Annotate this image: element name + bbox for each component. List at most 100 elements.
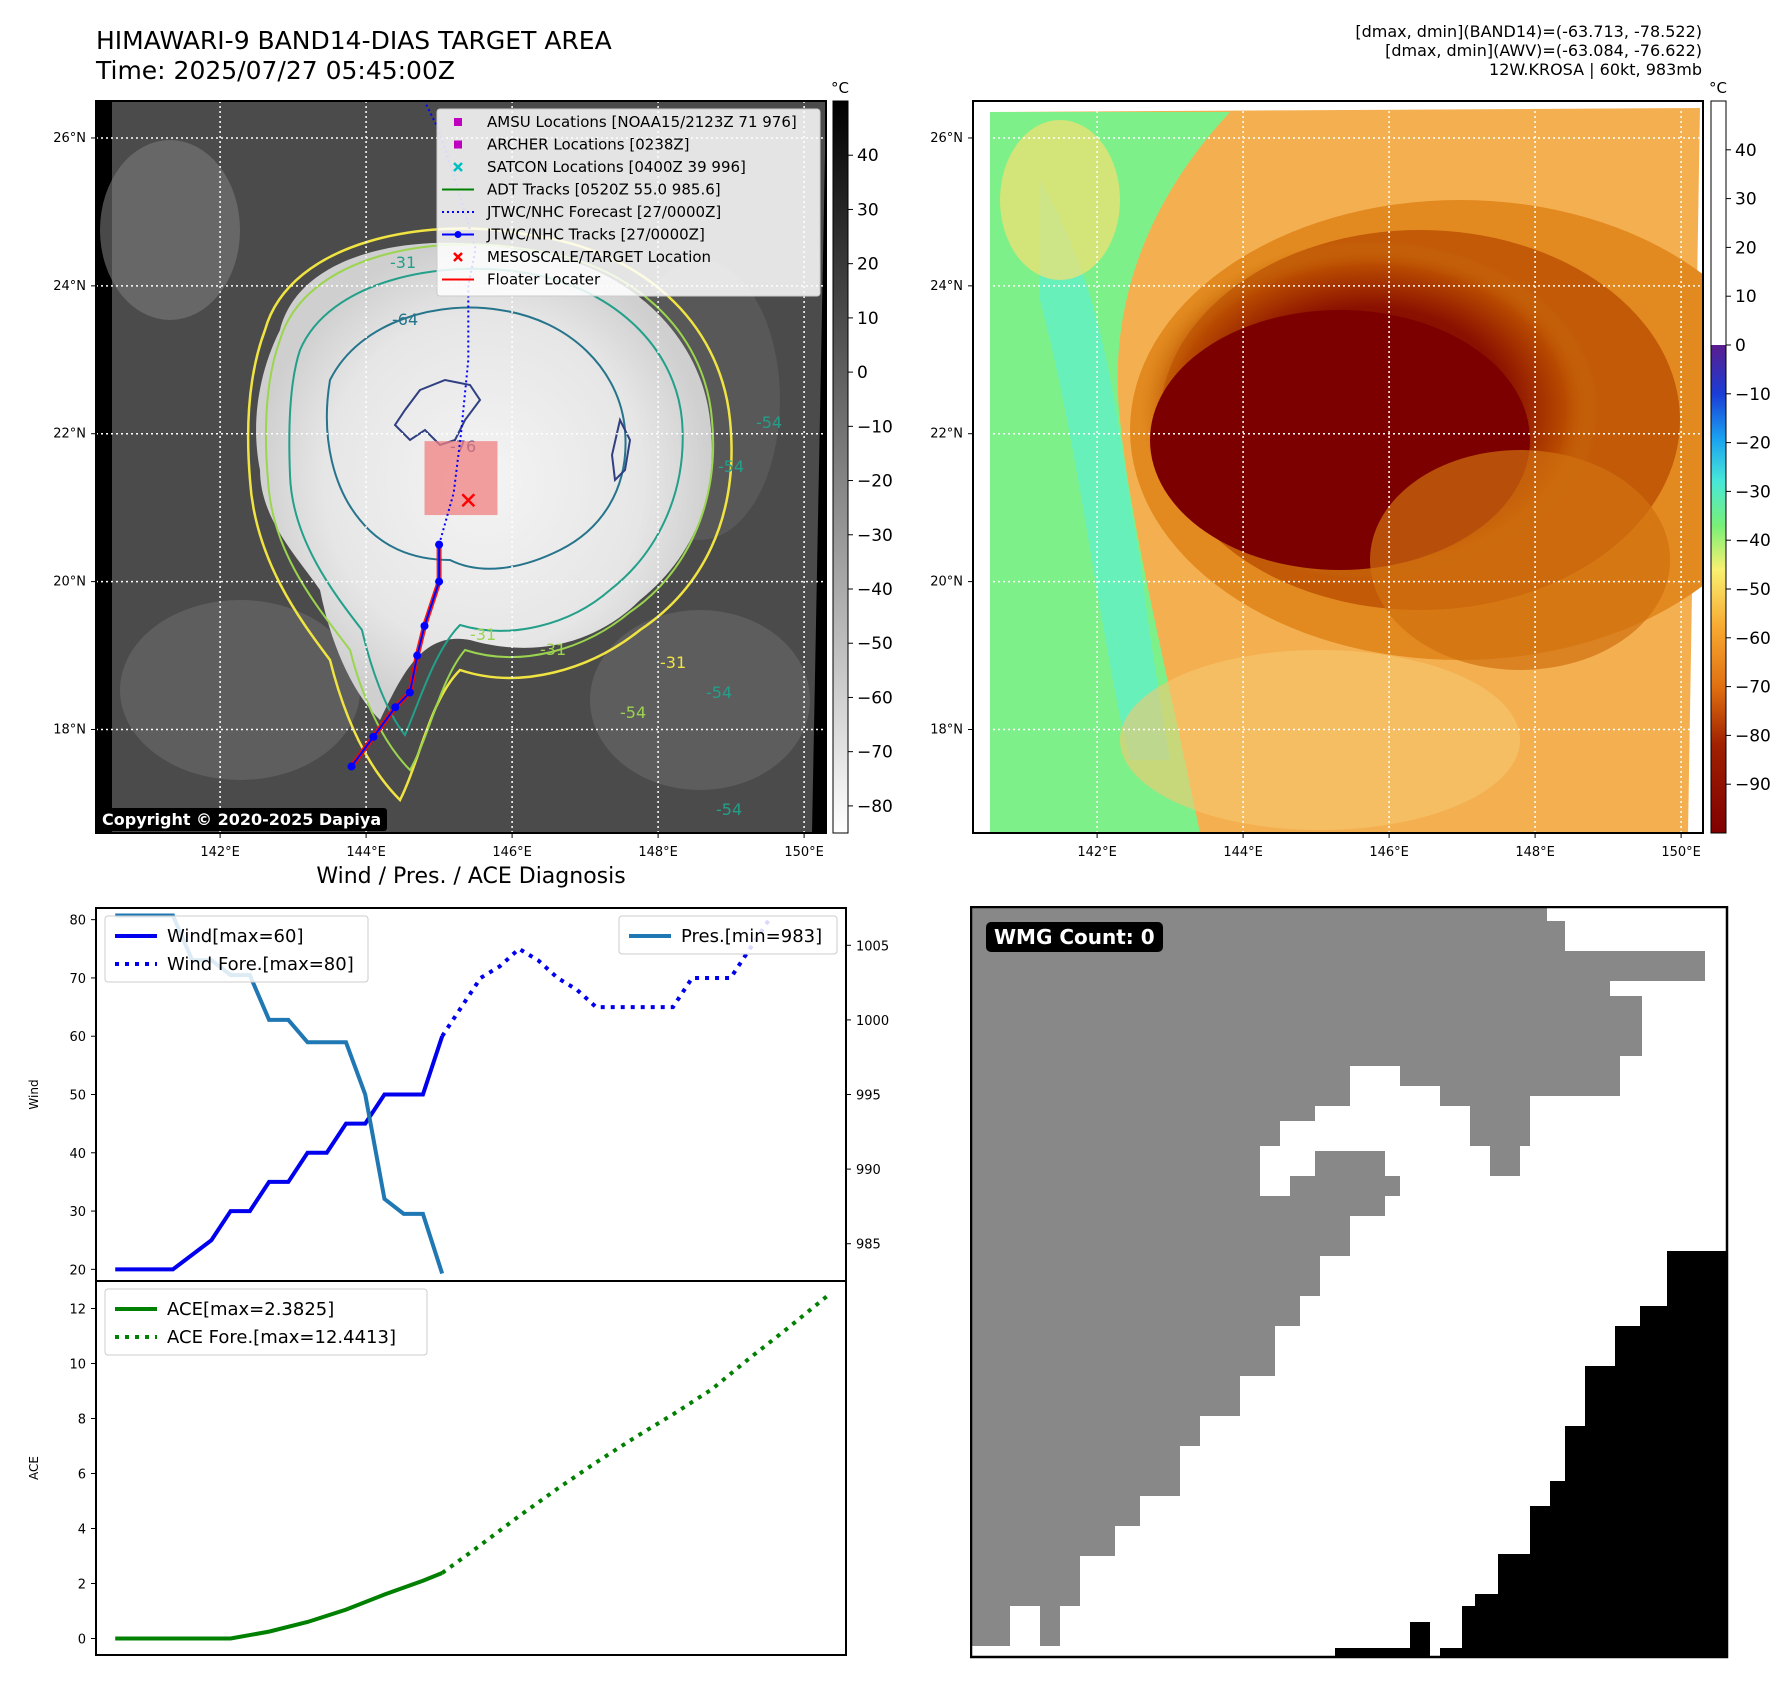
colorbar-tick-label: −80 (1735, 726, 1771, 746)
contour-label: -54 (706, 683, 732, 702)
jtwc-track-point (369, 732, 378, 741)
awv-axis-ticks: 142°E 144°E 146°E 148°E 150°E 26°N 24°N 22°N 20°… (930, 131, 1701, 860)
colorbar-tick-label: −30 (1735, 482, 1771, 502)
colorbar-tick-label: 0 (1735, 336, 1746, 356)
series-line (115, 1571, 443, 1641)
diagnosis-panel: 2030405060708098599099510001005WindPress… (27, 907, 889, 1656)
y-tick-label: 6 (78, 1468, 86, 1483)
legend-marker (454, 118, 462, 126)
awv-colorbar (1710, 100, 1727, 834)
contour-label: -54 (718, 457, 744, 476)
ir-colorbar-ticks: 40 30 20 10 0 −10 −20 −30 −40 −50 −60 −70 −80 (848, 146, 893, 817)
title-line-2: Time: 2025/07/27 05:45:00Z (96, 56, 455, 85)
contour-label: -54 (620, 703, 646, 722)
wind-pressure-chart: 2030405060708098599099510001005WindPress… (27, 907, 889, 1282)
ir-panel: -31 -64 -54 -76 -54 -31 -31 -54 -54 -31 … (53, 79, 893, 860)
chart-title: HIMAWARI-9 BAND14-DIAS TARGET AREA Time:… (96, 26, 612, 86)
jtwc-track-point (347, 762, 356, 771)
wmg-panel (970, 906, 1729, 1659)
lat-tick-label: 24°N (930, 279, 963, 294)
lon-tick-label: 142°E (1077, 845, 1117, 860)
colorbar-tick-label: −10 (857, 417, 893, 437)
ir-colorbar (832, 100, 849, 834)
legend-label: ACE[max=2.3825] (167, 1299, 334, 1320)
legend-marker (453, 162, 463, 172)
y2-tick-label: 985 (856, 1238, 881, 1253)
series-line (440, 1294, 829, 1575)
awv-panel: 142°E 144°E 146°E 148°E 150°E26°N24°N22°N20°… (930, 79, 1771, 860)
wmg-count-badge: WMG Count: 0 (986, 922, 1163, 952)
lon-tick-label: 146°E (492, 845, 532, 860)
info-line-1: [dmax, dmin](BAND14)=(-63.713, -78.522) (1355, 22, 1702, 41)
legend-label: JTWC/NHC Forecast [27/0000Z] (486, 203, 721, 221)
ir-axis-ticks: 142°E 144°E 146°E 148°E 150°E 26°N 24°N 22°N 20°… (53, 131, 824, 860)
lon-tick-label: 148°E (638, 845, 678, 860)
legend-label: JTWC/NHC Tracks [27/0000Z] (486, 226, 705, 244)
y2-tick-label: 1000 (856, 1014, 889, 1029)
wmg-gray-region-north (971, 907, 1705, 1646)
ir-frame (95, 100, 827, 834)
legend-label: Wind[max=60] (167, 926, 304, 947)
colorbar-tick-label: 30 (1735, 190, 1757, 210)
legend-label: ARCHER Locations [0238Z] (487, 136, 690, 154)
contour-label: -54 (716, 800, 742, 819)
wmg-frame (970, 906, 1729, 1659)
diagnosis-title: Wind / Pres. / ACE Diagnosis (316, 864, 626, 889)
awv-frame (972, 100, 1704, 834)
lon-tick-label: 144°E (346, 845, 386, 860)
legend-box (104, 1288, 428, 1356)
jtwc-track-point (405, 688, 414, 697)
colorbar-tick-label: 10 (857, 309, 879, 329)
storm-info: [dmax, dmin](BAND14)=(-63.713, -78.522) … (1355, 22, 1702, 79)
y-tick-label: 0 (78, 1633, 86, 1648)
y-tick-label: 50 (69, 1089, 86, 1104)
legend-label: ADT Tracks [0520Z 55.0 985.6] (487, 181, 721, 199)
legend-marker (453, 252, 463, 262)
lat-tick-label: 20°N (53, 575, 86, 590)
y-tick-label: 70 (69, 972, 86, 987)
contour-label: -31 (390, 253, 416, 272)
y2-tick-label: 995 (856, 1089, 881, 1104)
ir-colorbar-unit: °C (831, 79, 849, 97)
contour-label: -31 (660, 653, 686, 672)
series-line (115, 1035, 445, 1272)
lon-tick-label: 150°E (784, 845, 824, 860)
colorbar-tick-label: −60 (857, 688, 893, 708)
legend-box (104, 915, 369, 983)
lat-tick-label: 24°N (53, 279, 86, 294)
target-box (424, 441, 498, 516)
colorbar-tick-label: −10 (1735, 385, 1771, 405)
colorbar-tick-label: 30 (857, 200, 879, 220)
colorbar-tick-label: 0 (857, 363, 868, 383)
lat-tick-label: 22°N (930, 427, 963, 442)
awv-colorbar-ticks: 40 30 20 10 0 −10 −20 −30 −40 −50 −60 −70 −80 −90 (1726, 141, 1771, 795)
target-location-marker (461, 493, 476, 508)
colorbar-tick-label: −20 (857, 472, 893, 492)
y-tick-label: 2 (78, 1578, 86, 1593)
lat-tick-label: 18°N (53, 722, 86, 737)
legend-label: Pres.[min=983] (681, 926, 822, 947)
lon-tick-label: 150°E (1661, 845, 1701, 860)
lat-tick-label: 22°N (53, 427, 86, 442)
legend-marker (454, 231, 462, 238)
colorbar-tick-label: −30 (857, 526, 893, 546)
contour-label: -31 (470, 625, 496, 644)
jtwc-track-line (350, 544, 441, 768)
y-tick-label: 40 (69, 1147, 86, 1162)
y-tick-label: 12 (69, 1303, 86, 1318)
title-line-1: HIMAWARI-9 BAND14-DIAS TARGET AREA (96, 26, 612, 55)
jtwc-track-point (420, 621, 429, 630)
wmg-gray-band (990, 1151, 1400, 1646)
legend-box (618, 915, 838, 955)
colorbar-tick-label: −50 (1735, 580, 1771, 600)
copyright-badge: Copyright © 2020-2025 Dapiya (96, 808, 388, 831)
jtwc-track-point (435, 540, 444, 549)
y-tick-label: 20 (69, 1263, 86, 1278)
awv-colorbar-unit: °C (1709, 79, 1727, 97)
colorbar-tick-label: −70 (1735, 678, 1771, 698)
y-tick-label: 80 (69, 914, 86, 929)
y-tick-label: 30 (69, 1205, 86, 1220)
lat-tick-label: 20°N (930, 575, 963, 590)
colorbar-tick-label: 20 (1735, 238, 1757, 258)
lat-tick-label: 26°N (53, 131, 86, 146)
